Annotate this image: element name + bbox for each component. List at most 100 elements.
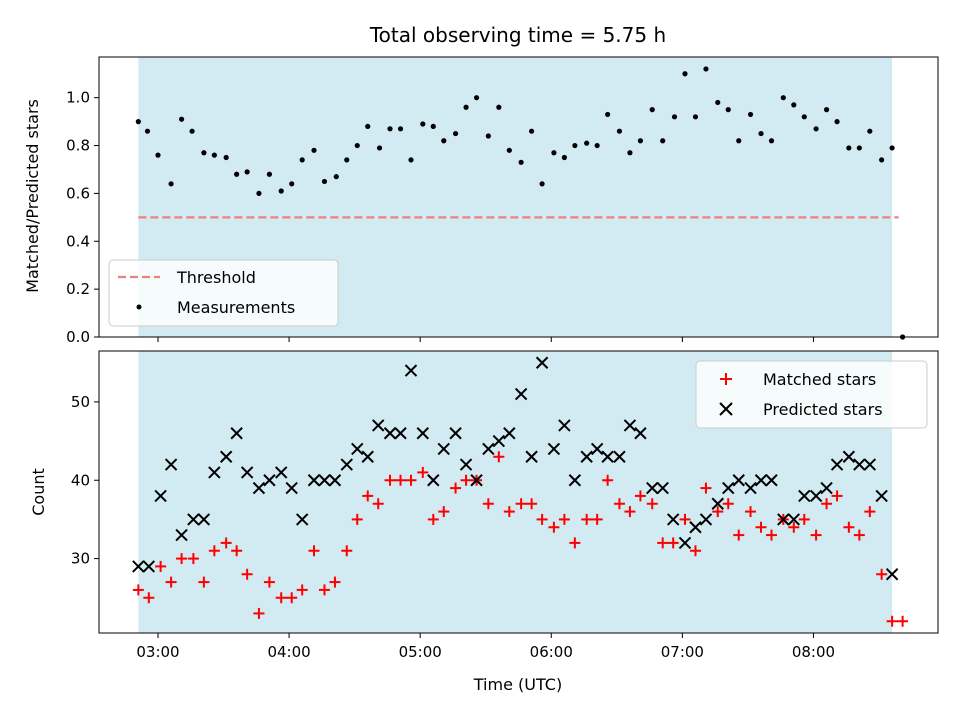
- predicted-stars-point: [678, 536, 692, 550]
- predicted-stars-point: [263, 474, 276, 487]
- predicted-stars-point: [372, 419, 385, 432]
- ratio-y-tick-label: 0.4: [66, 232, 90, 250]
- predicted-stars-point: [623, 419, 637, 432]
- measurements-point: [846, 145, 852, 151]
- measurements-point: [660, 138, 666, 144]
- matched-stars-point: [613, 498, 625, 510]
- predicted-stars-point: [208, 466, 221, 479]
- matched-stars-point: [460, 474, 472, 486]
- matched-stars-point: [296, 584, 308, 596]
- predicted-stars-point: [689, 521, 702, 534]
- matched-stars-point: [438, 506, 450, 518]
- predicted-stars-point: [240, 466, 254, 479]
- measurements-point: [703, 66, 709, 72]
- predicted-stars-point: [656, 481, 669, 495]
- matched-stars-point: [198, 576, 210, 588]
- predicted-stars-point: [275, 466, 288, 479]
- matched-stars-point: [482, 498, 494, 510]
- x-tick-label: 05:00: [399, 643, 442, 661]
- matched-stars-point: [745, 506, 757, 518]
- matched-stars-point: [253, 607, 265, 619]
- matched-stars-point: [165, 576, 177, 588]
- predicted-stars-point: [722, 481, 735, 495]
- predicted-stars-point: [470, 474, 483, 487]
- matched-stars-point: [372, 498, 384, 510]
- predicted-stars-point: [394, 427, 407, 440]
- measurements-point: [311, 147, 317, 153]
- predicted-stars-point: [187, 513, 200, 526]
- measurements-point: [594, 142, 600, 149]
- measurements-point: [867, 128, 873, 134]
- measurements-point: [201, 150, 207, 156]
- matched-stars-point: [591, 513, 603, 525]
- predicted-stars-point: [340, 458, 353, 471]
- measurements-point: [584, 140, 590, 146]
- matched-stars-point: [132, 584, 144, 596]
- predicted-stars-point: [863, 458, 877, 471]
- matched-stars-point: [712, 506, 724, 518]
- ratio-legend: Threshold Measurements: [108, 259, 339, 327]
- predicted-stars-point: [711, 497, 724, 510]
- measurements-point: [561, 154, 567, 161]
- matched-stars-point: [208, 545, 220, 557]
- measurements-point: [813, 126, 819, 132]
- measurements-point: [441, 138, 447, 144]
- matched-stars-point: [493, 451, 505, 463]
- count-axes-frame: [98, 350, 939, 634]
- measurements-point: [452, 130, 459, 137]
- measurements-point: [485, 133, 491, 139]
- matched-stars-point: [548, 521, 560, 533]
- predicted-stars-point: [820, 481, 833, 495]
- predicted-stars-point: [590, 442, 604, 456]
- matched-stars-point: [821, 498, 833, 510]
- predicted-stars-point: [699, 513, 713, 526]
- ratio-y-tick-label: 0.2: [66, 280, 90, 298]
- matched-stars-point: [241, 568, 253, 580]
- measurements-point: [605, 111, 611, 118]
- predicted-stars-point: [547, 442, 561, 456]
- predicted-stars-point: [459, 458, 473, 471]
- predicted-stars-point: [754, 474, 768, 487]
- matched-stars-point: [351, 513, 363, 525]
- predicted-stars-point: [295, 513, 309, 526]
- count-y-tick-label: 50: [71, 393, 90, 411]
- matched-stars-point: [417, 466, 429, 478]
- matched-stars-point: [427, 513, 439, 525]
- predicted-stars-point: [285, 481, 298, 495]
- measurements-point: [529, 128, 535, 134]
- ratio-legend-box: [108, 259, 339, 327]
- measurements-point: [791, 102, 797, 108]
- measurements-point: [344, 157, 350, 163]
- matched-stars-point: [788, 521, 800, 533]
- measurements-point: [725, 107, 731, 113]
- measurements-point: [430, 123, 436, 130]
- measurements-point: [682, 71, 688, 77]
- measurements-point: [155, 152, 161, 158]
- measurements-point: [801, 114, 807, 120]
- measurements-point: [397, 126, 404, 132]
- predicted-stars-point: [132, 560, 145, 573]
- x-axis-label: Time (UTC): [473, 675, 562, 694]
- measurements-point: [289, 181, 295, 187]
- predicted-stars-point: [885, 568, 899, 581]
- predicted-stars-point: [787, 513, 801, 526]
- predicted-stars-point: [318, 474, 331, 487]
- measurements-point: [823, 107, 830, 113]
- predicted-stars-point: [732, 474, 745, 487]
- measurements-legend-marker: [136, 304, 142, 310]
- ratio-y-tick-label: 0.0: [66, 328, 90, 346]
- measurements-point: [496, 104, 502, 110]
- matched-stars-point: [143, 592, 155, 604]
- predicted-stars-point: [164, 458, 178, 471]
- measurements-point: [506, 147, 512, 153]
- predicted-stars-point: [351, 442, 364, 456]
- measurements-point: [278, 188, 284, 194]
- ratio-y-tick-label: 0.8: [66, 137, 90, 155]
- ratio-y-tick-label: 0.6: [66, 184, 90, 202]
- matched-stars-point: [263, 576, 275, 588]
- x-tick-label: 03:00: [136, 643, 179, 661]
- measurements-point: [365, 123, 371, 130]
- x-tick-label: 06:00: [530, 643, 573, 661]
- measurements-point: [189, 128, 195, 134]
- predicted-stars-point: [601, 450, 614, 463]
